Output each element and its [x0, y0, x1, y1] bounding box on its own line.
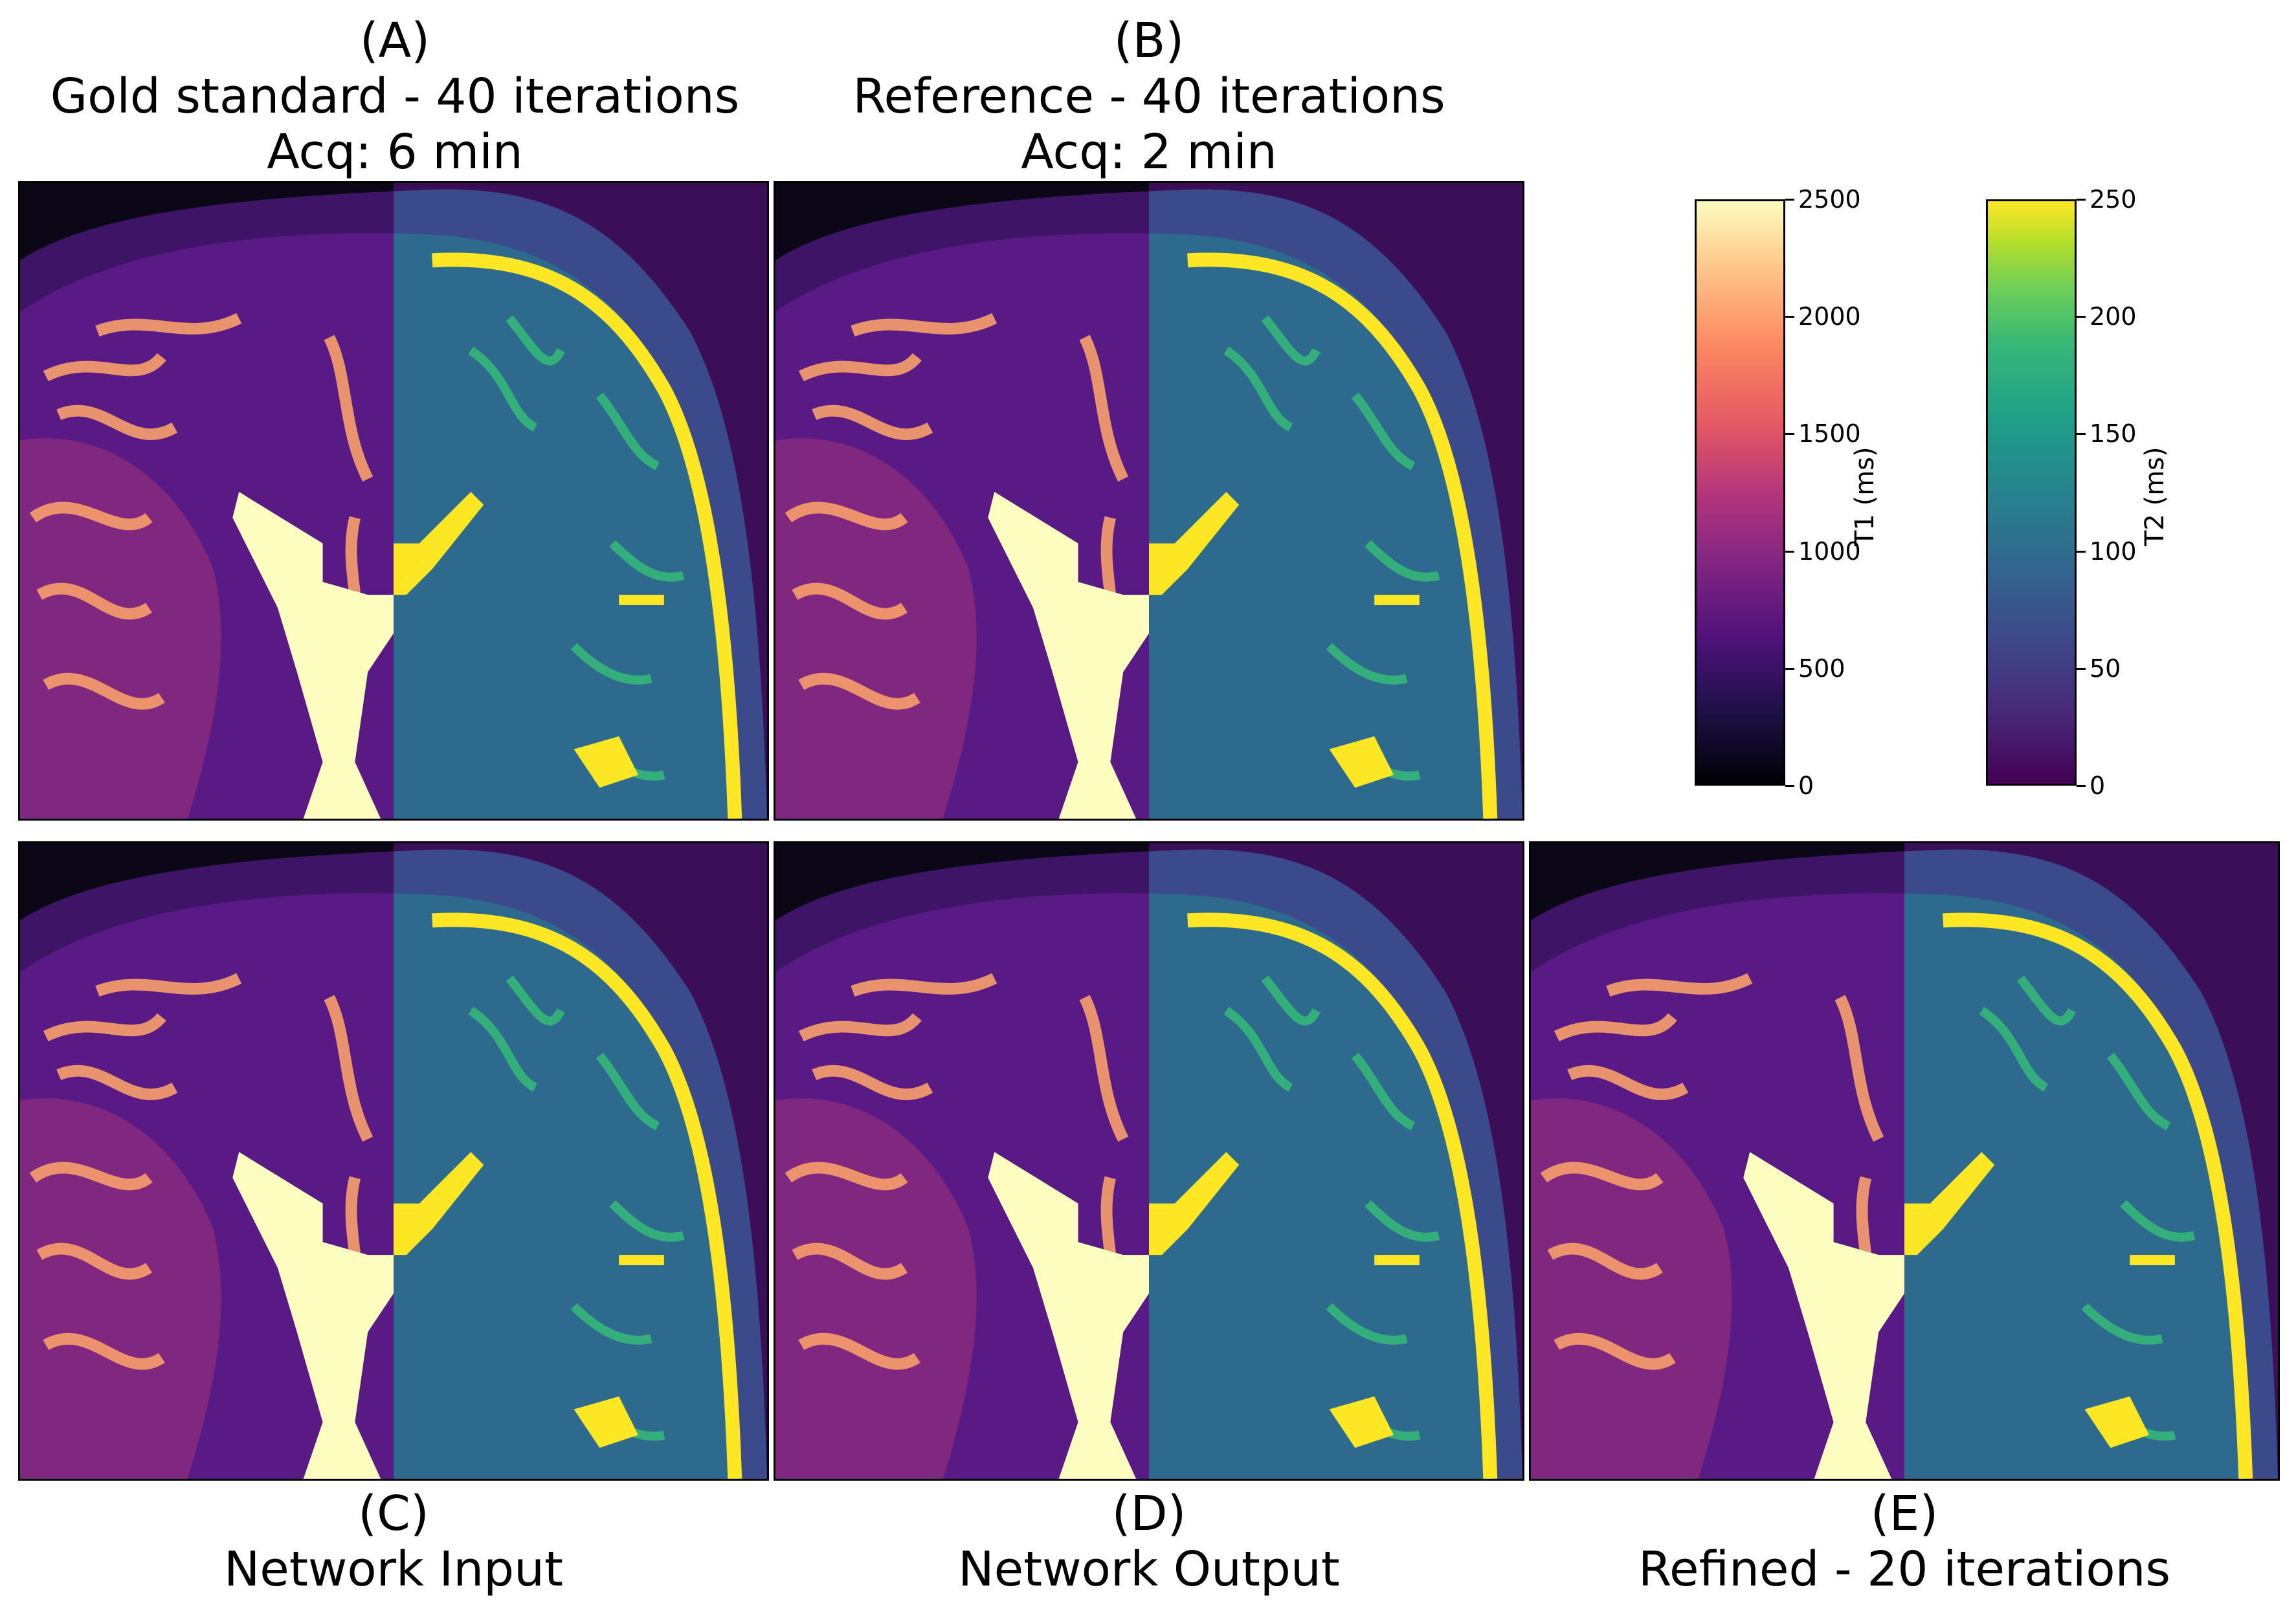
- brain-map-a: [20, 183, 767, 819]
- panel-d-title: (D) Network Output: [774, 1486, 1524, 1597]
- t2-tick-label: 50: [2090, 654, 2121, 683]
- panel-a-image: [18, 181, 769, 821]
- t1-axis-label: T1 (ms): [1850, 447, 1880, 546]
- t2-tick-label: 0: [2090, 771, 2106, 800]
- panel-a-title: (A) Gold standard - 40 iterations Acq: 6…: [19, 13, 770, 180]
- brain-map-e: [1531, 843, 2278, 1479]
- panel-d-letter: (D): [1111, 1486, 1187, 1542]
- t1-tick-mark: [1785, 667, 1794, 670]
- t1-tick-label: 500: [1798, 654, 1845, 683]
- brain-map-b: [775, 183, 1522, 819]
- t1-tick-mark: [1785, 785, 1794, 787]
- t2-tick-label: 200: [2090, 302, 2137, 331]
- panel-c-title: (C) Network Input: [18, 1486, 769, 1597]
- t2-axis-label: T2 (ms): [2140, 447, 2170, 546]
- brain-map-d: [775, 843, 1522, 1479]
- panel-b-letter: (B): [1113, 13, 1185, 69]
- t1-tick-label: 0: [1798, 771, 1814, 800]
- t2-tick-mark: [2077, 667, 2086, 670]
- t2-tick-mark: [2077, 433, 2086, 436]
- panel-b-title: (B) Reference - 40 iterations Acq: 2 min: [774, 13, 1524, 180]
- panel-e-title: (E) Refined - 20 iterations: [1529, 1486, 2280, 1597]
- t1-tick-label: 1000: [1798, 536, 1861, 566]
- t1-tick-label: 2000: [1798, 302, 1861, 331]
- brain-map-c: [20, 843, 767, 1479]
- t2-tick-mark: [2077, 199, 2086, 201]
- t2-tick-label: 250: [2090, 185, 2137, 214]
- t1-tick-mark: [1785, 550, 1794, 553]
- panel-c-title-line1: Network Input: [223, 1542, 564, 1597]
- t1-tick-mark: [1785, 199, 1794, 201]
- panel-b-title-line2: Acq: 2 min: [1021, 124, 1277, 180]
- panel-e-letter: (E): [1870, 1486, 1939, 1542]
- t1-tick-mark: [1785, 316, 1794, 318]
- t1-colorbar: [1695, 199, 1785, 786]
- t1-tick-label: 2500: [1798, 185, 1861, 214]
- panel-e-image: [1529, 841, 2280, 1481]
- panel-a-title-line2: Acq: 6 min: [267, 124, 523, 180]
- panel-e-title-line1: Refined - 20 iterations: [1638, 1542, 2171, 1597]
- t2-tick-label: 100: [2090, 536, 2137, 566]
- panel-c-image: [18, 841, 769, 1481]
- t2-tick-mark: [2077, 316, 2086, 318]
- panel-d-title-line1: Network Output: [958, 1542, 1340, 1597]
- t2-colorbar: [1986, 199, 2077, 786]
- panel-d-image: [774, 841, 1524, 1481]
- t2-tick-mark: [2077, 550, 2086, 553]
- panel-a-letter: (A): [359, 13, 430, 69]
- panel-b-image: [774, 181, 1524, 821]
- t1-tick-label: 1500: [1798, 419, 1861, 448]
- panel-c-letter: (C): [358, 1486, 429, 1542]
- t1-tick-mark: [1785, 433, 1794, 436]
- panel-a-title-line1: Gold standard - 40 iterations: [50, 69, 740, 124]
- t2-tick-label: 150: [2090, 419, 2137, 448]
- t2-tick-mark: [2077, 785, 2086, 787]
- panel-b-title-line1: Reference - 40 iterations: [853, 69, 1445, 124]
